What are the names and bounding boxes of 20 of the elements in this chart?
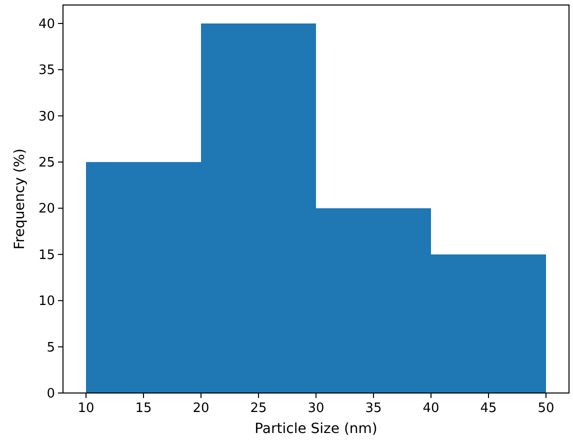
y-tick-label: 25: [38, 156, 55, 171]
x-tick-label: 35: [365, 401, 382, 416]
y-axis-title: Frequency (%): [12, 148, 28, 250]
x-tick-label: 45: [480, 401, 497, 416]
y-tick-label: 40: [38, 16, 55, 32]
x-tick-label: 30: [308, 401, 324, 416]
y-tick-label: 15: [38, 248, 55, 263]
y-tick-label: 5: [46, 340, 55, 356]
x-tick-label: 20: [192, 401, 210, 416]
y-tick-label: 35: [38, 63, 55, 78]
x-tick-label: 40: [422, 401, 440, 416]
y-tick-label: 0: [46, 386, 55, 402]
y-tick-label: 20: [38, 202, 55, 217]
x-tick-label: 50: [538, 401, 554, 416]
y-tick-label: 10: [38, 294, 55, 310]
x-tick-label: 10: [78, 401, 94, 416]
x-tick-label: 25: [250, 401, 267, 416]
x-tick-label: 15: [135, 401, 152, 416]
y-tick-label: 30: [38, 109, 55, 124]
x-axis-title: Particle Size (nm): [254, 421, 378, 437]
